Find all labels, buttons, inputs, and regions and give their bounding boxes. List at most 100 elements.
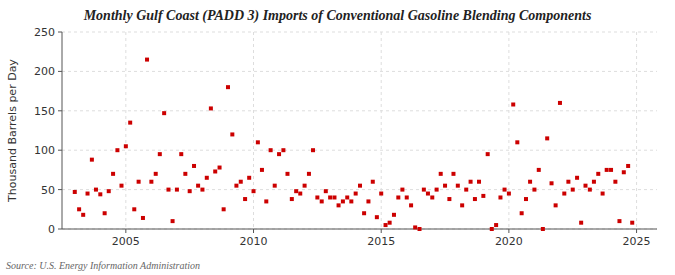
point xyxy=(307,172,311,176)
point xyxy=(443,184,447,188)
x-tick xyxy=(381,229,382,233)
grid-line-y xyxy=(62,229,657,230)
point xyxy=(362,211,366,215)
point xyxy=(328,195,332,199)
y-tick xyxy=(58,150,62,151)
x-tick-label: 2015 xyxy=(367,235,395,248)
point xyxy=(354,192,358,196)
point xyxy=(400,188,404,192)
point xyxy=(128,121,132,125)
grid-line-y xyxy=(62,150,657,151)
point xyxy=(375,215,379,219)
point xyxy=(418,227,422,231)
point xyxy=(358,184,362,188)
point xyxy=(332,195,336,199)
point xyxy=(162,111,166,115)
point xyxy=(384,223,388,227)
point xyxy=(209,106,213,110)
point xyxy=(566,180,570,184)
point xyxy=(477,180,481,184)
grid-line-x xyxy=(253,32,254,229)
y-tick-label: 0 xyxy=(48,223,55,236)
point xyxy=(388,221,392,225)
point xyxy=(290,197,294,201)
point xyxy=(277,152,281,156)
x-tick-label: 2020 xyxy=(495,235,523,248)
source-note: Source: U.S. Energy Information Administ… xyxy=(6,260,200,271)
point xyxy=(409,203,413,207)
point xyxy=(192,164,196,168)
point xyxy=(158,152,162,156)
y-tick-label: 100 xyxy=(34,144,55,157)
point xyxy=(562,192,566,196)
x-axis-line xyxy=(62,229,657,230)
point xyxy=(145,58,149,62)
point xyxy=(511,102,515,106)
point xyxy=(507,192,511,196)
point xyxy=(545,136,549,140)
point xyxy=(451,172,455,176)
x-tick xyxy=(125,229,126,233)
point xyxy=(498,195,502,199)
grid-line-y xyxy=(62,110,657,111)
point xyxy=(520,211,524,215)
point xyxy=(86,192,90,196)
point xyxy=(571,188,575,192)
point xyxy=(81,213,85,217)
point xyxy=(285,172,289,176)
point xyxy=(115,148,119,152)
point xyxy=(90,158,94,162)
grid-line-x xyxy=(125,32,126,229)
chart: 20052010201520202025050100150200250Thous… xyxy=(0,0,675,275)
point xyxy=(532,188,536,192)
y-tick-label: 50 xyxy=(41,184,55,197)
point xyxy=(371,180,375,184)
ticks: 20052010201520202025050100150200250 xyxy=(34,26,651,248)
point xyxy=(311,148,315,152)
point xyxy=(226,85,230,89)
point xyxy=(252,189,256,193)
point xyxy=(588,188,592,192)
point xyxy=(481,194,485,198)
point xyxy=(73,190,77,194)
point xyxy=(537,168,541,172)
y-tick xyxy=(58,71,62,72)
point xyxy=(613,180,617,184)
point xyxy=(413,225,417,229)
point xyxy=(94,188,98,192)
point xyxy=(196,184,200,188)
grid-line-x xyxy=(381,32,382,229)
point xyxy=(422,188,426,192)
grid-line-x xyxy=(508,32,509,229)
point xyxy=(213,169,217,173)
point xyxy=(324,189,328,193)
point xyxy=(439,172,443,176)
point xyxy=(447,197,451,201)
point xyxy=(405,195,409,199)
point xyxy=(77,207,81,211)
point xyxy=(175,188,179,192)
point xyxy=(490,227,494,231)
point xyxy=(103,211,107,215)
point xyxy=(379,192,383,196)
point xyxy=(575,176,579,180)
y-axis-label: Thousand Barrels per Day xyxy=(6,59,19,203)
point xyxy=(179,152,183,156)
point xyxy=(583,184,587,188)
point xyxy=(141,216,145,220)
point xyxy=(222,207,226,211)
grid-line-y xyxy=(62,71,657,72)
point xyxy=(154,172,158,176)
point xyxy=(234,184,238,188)
point xyxy=(366,199,370,203)
point xyxy=(247,176,251,180)
point xyxy=(107,189,111,193)
y-tick-label: 200 xyxy=(34,65,55,78)
point xyxy=(269,148,273,152)
point xyxy=(315,195,319,199)
point xyxy=(550,181,554,185)
point xyxy=(558,101,562,105)
point xyxy=(503,188,507,192)
point xyxy=(460,203,464,207)
point xyxy=(218,166,222,170)
